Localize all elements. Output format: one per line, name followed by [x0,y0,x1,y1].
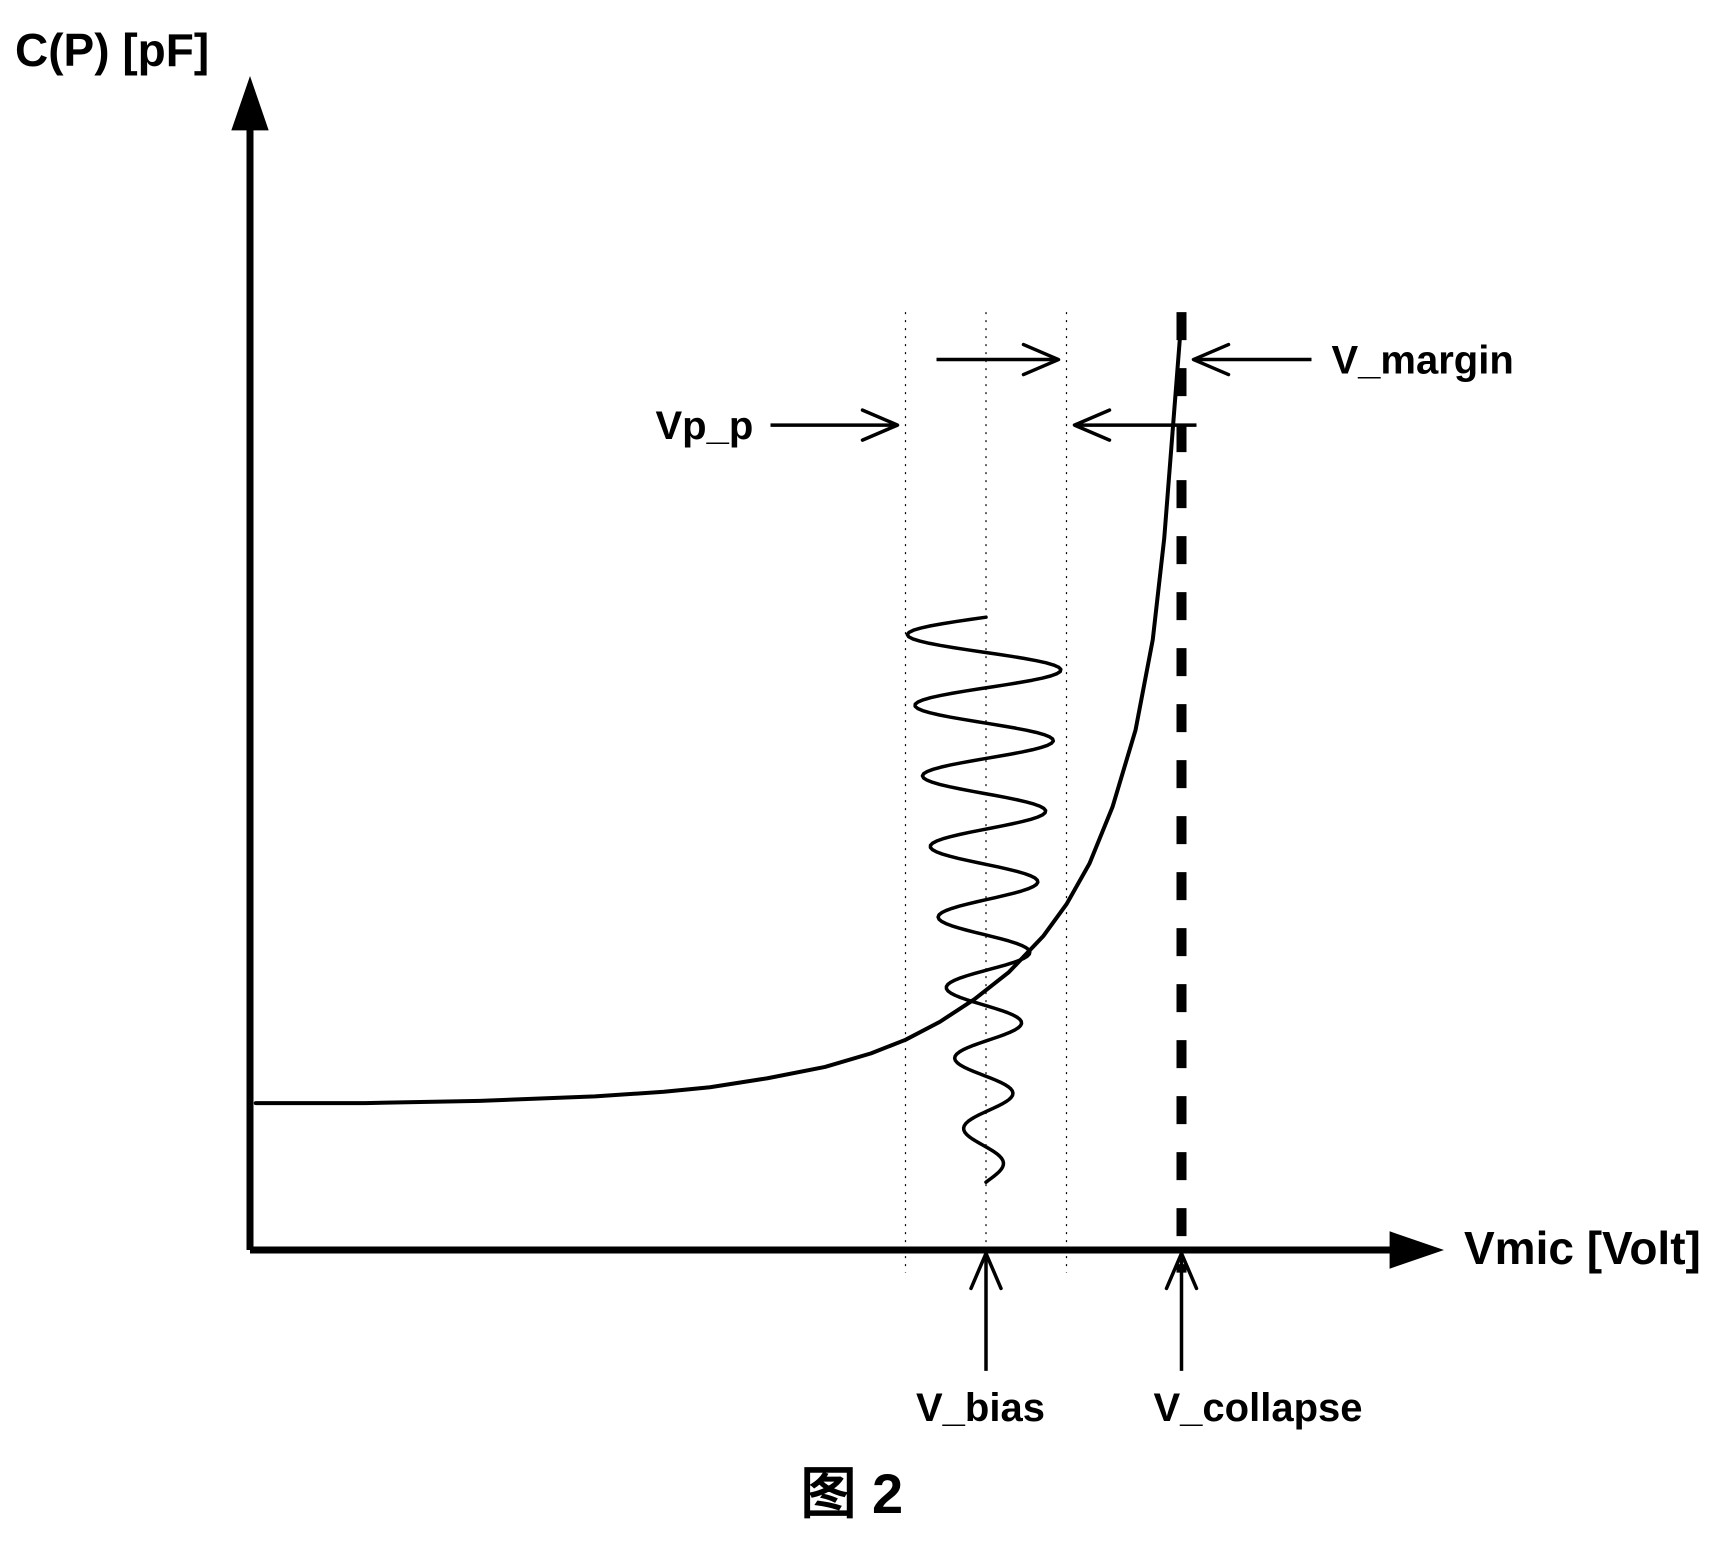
v-collapse-label: V_collapse [1154,1386,1363,1430]
vp-p-label: Vp_p [656,404,754,448]
v-margin-right-arrow [1194,345,1312,375]
v-bias-arrow [971,1253,1001,1370]
y-axis-label: C(P) [pF] [15,24,209,76]
v-collapse-arrow [1167,1253,1197,1370]
vp-p-arrow [771,410,898,440]
input-signal-wave [907,617,1060,1182]
chart: C(P) [pF] Vmic [Volt] Vp_p V_margin V_bias V_… [0,0,1721,1543]
figure-title: 图 2 [801,1462,904,1525]
v-bias-label: V_bias [916,1386,1045,1430]
figure-container: C(P) [pF] Vmic [Volt] Vp_p V_margin V_bias V_… [0,0,1721,1543]
axes [231,76,1444,1269]
v-margin-label: V_margin [1332,339,1514,383]
v-margin-left-arrow [937,345,1059,375]
x-axis-label: Vmic [Volt] [1464,1222,1701,1274]
